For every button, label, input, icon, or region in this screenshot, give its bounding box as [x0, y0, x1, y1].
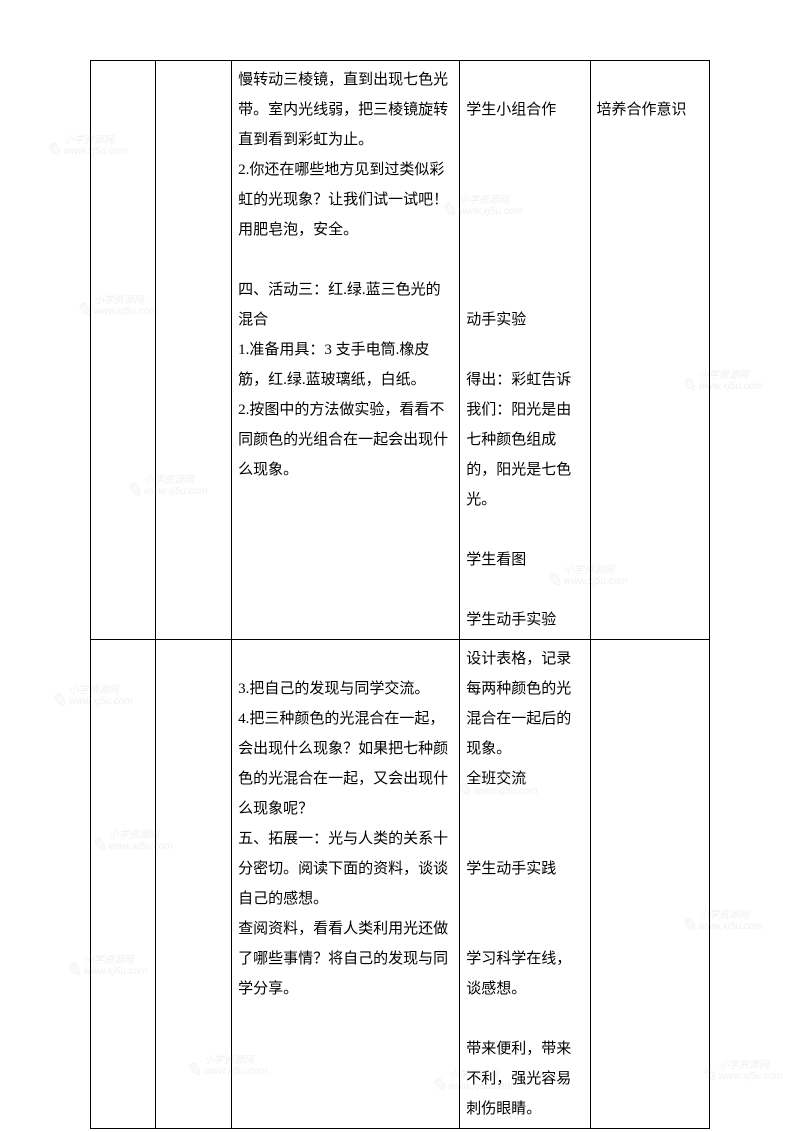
cell-time	[156, 61, 232, 640]
table-row: 慢转动三棱镜，直到出现七色光带。室内光线弱，把三棱镜旋转直到看到彩虹为止。2.你…	[91, 61, 710, 640]
lesson-plan-table: 慢转动三棱镜，直到出现七色光带。室内光线弱，把三棱镜旋转直到看到彩虹为止。2.你…	[90, 60, 710, 1129]
cell-teacher-activity: 慢转动三棱镜，直到出现七色光带。室内光线弱，把三棱镜旋转直到看到彩虹为止。2.你…	[232, 61, 460, 640]
cell-stage	[91, 640, 156, 1129]
watermark-item: ✎小学资源网www.xj5u.com	[700, 1060, 783, 1085]
cell-stage	[91, 61, 156, 640]
table-body: 慢转动三棱镜，直到出现七色光带。室内光线弱，把三棱镜旋转直到看到彩虹为止。2.你…	[91, 61, 710, 1129]
cell-teacher-activity: 3.把自己的发现与同学交流。4.把三种颜色的光混合在一起，会出现什么现象？如果把…	[232, 640, 460, 1129]
cell-student-activity: 学生小组合作动手实验得出：彩虹告诉我们：阳光是由七种颜色组成的，阳光是七色光。学…	[460, 61, 590, 640]
cell-student-activity: 设计表格，记录每两种颜色的光混合在一起后的现象。全班交流学生动手实践学习科学在线…	[460, 640, 590, 1129]
cell-design-intent: 培养合作意识	[590, 61, 709, 640]
table-row: 3.把自己的发现与同学交流。4.把三种颜色的光混合在一起，会出现什么现象？如果把…	[91, 640, 710, 1129]
cell-design-intent	[590, 640, 709, 1129]
cell-time	[156, 640, 232, 1129]
